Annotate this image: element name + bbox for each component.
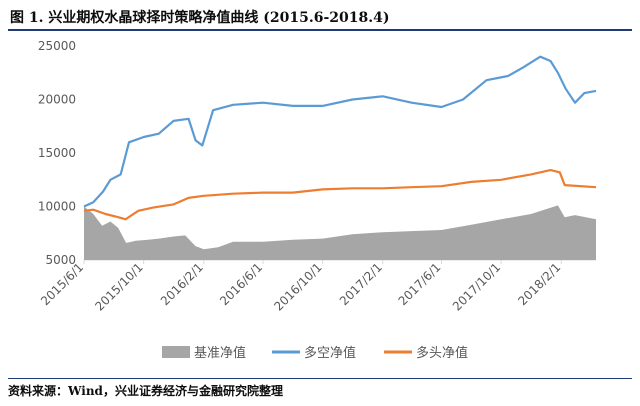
x-tick-label: 2017/6/1 bbox=[396, 260, 444, 308]
y-tick-label: 10000 bbox=[38, 200, 76, 214]
x-tick-label: 2015/6/1 bbox=[38, 260, 86, 308]
y-tick-label: 20000 bbox=[38, 93, 76, 107]
x-tick-label: 2016/2/1 bbox=[158, 260, 206, 308]
x-tick-label: 2018/2/1 bbox=[515, 260, 563, 308]
chart-area: 5000 10000 15000 20000 25000 2015/6/1 2015/10… bbox=[0, 30, 640, 380]
y-tick-label: 25000 bbox=[38, 39, 76, 53]
x-tick-label: 2017/10/1 bbox=[450, 260, 503, 313]
x-tick-label: 2015/10/1 bbox=[92, 260, 145, 313]
long-short-line bbox=[83, 55, 597, 208]
source-divider bbox=[8, 378, 632, 379]
y-tick-label: 15000 bbox=[38, 146, 76, 160]
benchmark-area bbox=[84, 205, 596, 260]
x-axis: 2015/6/1 2015/10/1 2016/2/1 2016/6/1 2016/10… bbox=[38, 259, 596, 314]
y-tick-label: 5000 bbox=[45, 253, 76, 267]
x-tick-label: 2016/10/1 bbox=[271, 260, 324, 313]
legend: 基准净值 多空净值 多头净值 bbox=[162, 345, 468, 361]
chart-svg: 5000 10000 15000 20000 25000 2015/6/1 2015/10… bbox=[38, 39, 597, 361]
x-tick-label: 2016/6/1 bbox=[217, 260, 265, 308]
x-tick-label: 2017/2/1 bbox=[337, 260, 385, 308]
legend-label: 多空净值 bbox=[304, 345, 356, 361]
long-only-line bbox=[83, 169, 597, 221]
legend-label: 多头净值 bbox=[416, 345, 468, 361]
series-layer bbox=[83, 55, 597, 260]
legend-swatch bbox=[162, 346, 190, 358]
y-axis: 5000 10000 15000 20000 25000 bbox=[38, 39, 76, 267]
title-bar: 图 1. 兴业期权水晶球择时策略净值曲线 (2015.6-2018.4) bbox=[8, 5, 632, 31]
chart-title: 图 1. 兴业期权水晶球择时策略净值曲线 (2015.6-2018.4) bbox=[10, 10, 390, 26]
legend-label: 基准净值 bbox=[194, 345, 246, 361]
source-note: 资料来源：Wind，兴业证券经济与金融研究院整理 bbox=[8, 384, 283, 398]
